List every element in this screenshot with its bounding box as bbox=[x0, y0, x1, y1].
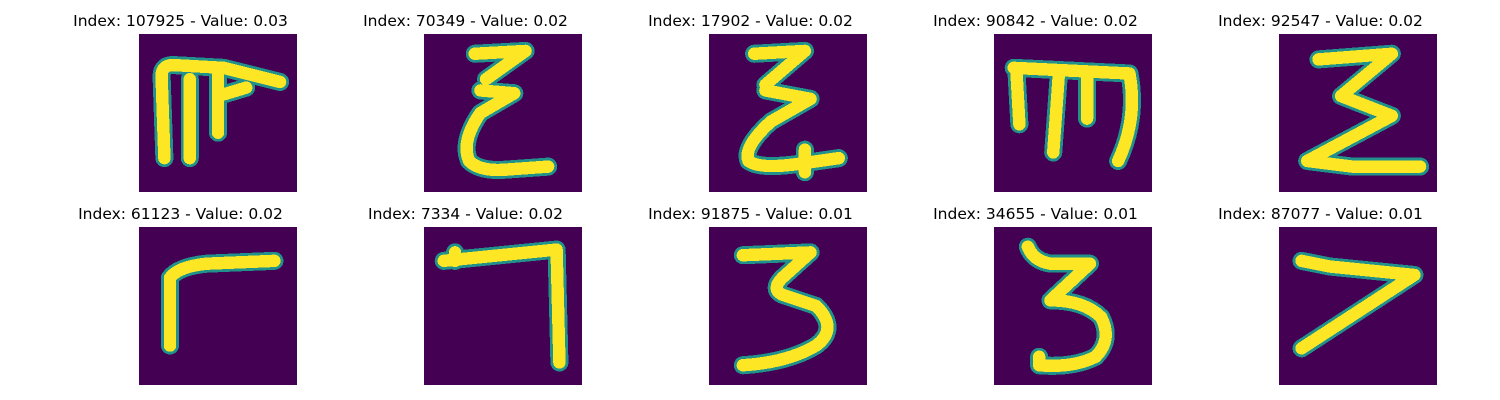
panel-5: Index: 92547 - Value: 0.02 bbox=[1178, 0, 1463, 192]
panel-3: Index: 17902 - Value: 0.02 bbox=[608, 0, 893, 192]
panel-title: Index: 61123 - Value: 0.02 bbox=[78, 205, 283, 223]
panel-title: Index: 70349 - Value: 0.02 bbox=[363, 12, 568, 30]
panel-9: Index: 34655 - Value: 0.01 bbox=[893, 193, 1178, 385]
glyph-image-e bbox=[709, 34, 867, 192]
glyph-image-seven bbox=[424, 227, 582, 385]
glyph-image-three bbox=[994, 227, 1152, 385]
glyph-image-r bbox=[139, 227, 297, 385]
glyph-image-m bbox=[994, 34, 1152, 192]
glyph-image-three bbox=[709, 227, 867, 385]
panel-8: Index: 91875 - Value: 0.01 bbox=[608, 193, 893, 385]
panel-1: Index: 107925 - Value: 0.03 bbox=[38, 0, 323, 192]
panel-title: Index: 34655 - Value: 0.01 bbox=[933, 205, 1138, 223]
glyph-image-f bbox=[139, 34, 297, 192]
panel-title: Index: 92547 - Value: 0.02 bbox=[1218, 12, 1423, 30]
panel-title: Index: 91875 - Value: 0.01 bbox=[648, 205, 853, 223]
panel-title: Index: 17902 - Value: 0.02 bbox=[648, 12, 853, 30]
panel-title: Index: 87077 - Value: 0.01 bbox=[1218, 205, 1423, 223]
panel-title: Index: 107925 - Value: 0.03 bbox=[73, 12, 288, 30]
glyph-image-seven bbox=[1279, 227, 1437, 385]
panel-title: Index: 7334 - Value: 0.02 bbox=[368, 205, 563, 223]
panel-7: Index: 7334 - Value: 0.02 bbox=[323, 193, 608, 385]
panel-4: Index: 90842 - Value: 0.02 bbox=[893, 0, 1178, 192]
glyph-image-sigma bbox=[1279, 34, 1437, 192]
glyph-image-e bbox=[424, 34, 582, 192]
panel-6: Index: 61123 - Value: 0.02 bbox=[38, 193, 323, 385]
panel-10: Index: 87077 - Value: 0.01 bbox=[1178, 193, 1463, 385]
panel-2: Index: 70349 - Value: 0.02 bbox=[323, 0, 608, 192]
panel-title: Index: 90842 - Value: 0.02 bbox=[933, 12, 1138, 30]
